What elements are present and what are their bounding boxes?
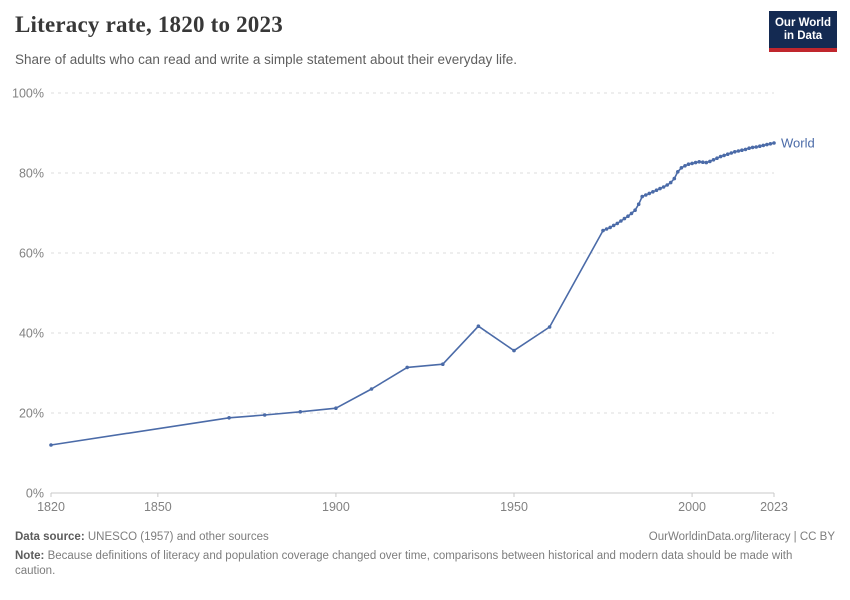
data-point-marker[interactable] [725,152,730,156]
y-axis-label: 20% [19,407,44,421]
data-point-marker[interactable] [615,221,620,226]
data-point-marker[interactable] [644,193,648,197]
data-point-marker[interactable] [298,410,303,414]
data-point-marker[interactable] [640,194,644,199]
data-point-marker[interactable] [701,160,705,164]
series-label-world[interactable]: World [781,136,815,151]
data-point-marker[interactable] [604,227,609,231]
x-axis-label: 1900 [322,500,350,514]
series-line-world[interactable] [50,142,775,446]
data-point-marker[interactable] [747,146,751,150]
data-point-marker[interactable] [658,186,662,191]
data-point-marker[interactable] [704,160,709,165]
owid-logo-line2: in Data [783,30,823,42]
data-point-marker[interactable] [693,160,698,165]
data-point-marker[interactable] [334,406,338,411]
data-point-marker[interactable] [654,188,659,192]
data-point-marker[interactable] [619,219,623,223]
y-axis-label: 80% [19,167,44,181]
y-axis-label: 40% [19,327,44,341]
data-point-marker[interactable] [49,443,53,447]
x-axis-label: 1820 [37,500,65,514]
note-text: Because definitions of literacy and popu… [15,549,793,578]
data-point-marker[interactable] [672,176,677,181]
data-point-marker[interactable] [697,160,701,164]
note-label: Note: [15,549,45,562]
data-point-marker[interactable] [686,162,691,166]
data-point-marker[interactable] [758,144,762,148]
data-point-marker[interactable] [740,148,744,152]
data-point-marker[interactable] [608,225,612,230]
data-point-marker[interactable] [262,413,267,417]
data-point-marker[interactable] [547,325,552,329]
owid-logo[interactable]: Our World in Data [769,11,837,52]
data-point-marker[interactable] [441,362,445,367]
data-source-label: Data source: [15,531,85,543]
data-point-marker[interactable] [729,151,734,155]
data-point-marker[interactable] [405,365,410,370]
line-chart[interactable]: 0% 20% 40% 60% 80% 100% 1820 1850 1900 1950 2000 20… [0,0,850,530]
data-point-marker[interactable] [369,387,374,391]
data-point-marker[interactable] [622,216,627,221]
data-point-marker[interactable] [718,154,723,159]
x-axis-label: 2023 [760,500,788,514]
data-point-marker[interactable] [768,142,773,146]
data-point-marker[interactable] [722,153,726,158]
data-point-marker[interactable] [736,149,741,153]
data-point-marker[interactable] [633,208,637,212]
data-point-marker[interactable] [476,324,481,329]
y-axis-label: 100% [12,87,44,101]
owid-logo-line1: Our World [774,17,831,29]
data-point-marker[interactable] [772,141,776,145]
data-point-marker[interactable] [512,348,516,353]
x-axis-label: 1950 [500,500,528,514]
data-point-marker[interactable] [647,191,652,196]
chart-footer: Data source: UNESCO (1957) and other sou… [15,530,835,580]
data-point-marker[interactable] [754,145,758,149]
data-point-marker[interactable] [743,147,748,152]
data-point-marker[interactable] [715,156,719,160]
license-link[interactable]: OurWorldinData.org/literacy | CC BY [648,531,835,543]
data-point-marker[interactable] [611,223,616,228]
footer-note: Note: Because definitions of literacy an… [15,549,835,580]
data-point-marker[interactable] [601,228,605,233]
data-source: Data source: UNESCO (1957) and other sou… [15,530,269,546]
data-source-text: UNESCO (1957) and other sources [87,531,269,543]
data-point-marker[interactable] [661,185,666,189]
data-point-marker[interactable] [690,161,694,166]
data-point-marker[interactable] [626,214,630,218]
data-point-marker[interactable] [636,202,641,206]
chart-subtitle: Share of adults who can read and write a… [15,52,518,67]
data-point-marker[interactable] [651,190,655,194]
data-point-marker[interactable] [733,150,737,154]
data-point-marker[interactable] [668,180,673,185]
page-title: Literacy rate, 1820 to 2023 [15,12,283,37]
data-point-marker[interactable] [227,416,231,420]
x-axis-label: 2000 [678,500,706,514]
y-axis-label: 0% [26,487,44,501]
data-point-marker[interactable] [711,158,716,162]
data-point-marker[interactable] [665,183,669,187]
data-point-marker[interactable] [708,159,712,164]
data-point-marker[interactable] [683,164,687,168]
x-axis-label: 1850 [144,500,172,514]
data-point-marker[interactable] [676,170,680,174]
data-point-marker[interactable] [629,211,634,216]
data-point-marker[interactable] [679,166,684,170]
data-point-marker[interactable] [761,143,766,148]
data-point-marker[interactable] [765,142,769,147]
data-point-marker[interactable] [750,145,755,150]
y-axis-label: 60% [19,247,44,261]
